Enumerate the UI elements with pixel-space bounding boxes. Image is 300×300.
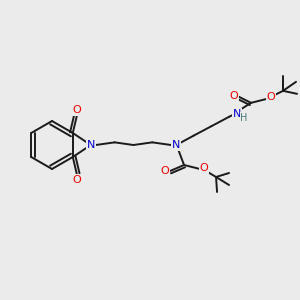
Text: O: O: [161, 166, 170, 176]
Text: N: N: [233, 109, 241, 119]
Text: O: O: [200, 163, 208, 173]
Text: N: N: [172, 140, 180, 150]
Text: O: O: [230, 91, 238, 101]
Text: H: H: [240, 113, 248, 123]
Text: N: N: [87, 140, 95, 150]
Text: O: O: [72, 105, 81, 115]
Text: O: O: [72, 175, 81, 185]
Text: O: O: [267, 92, 275, 102]
